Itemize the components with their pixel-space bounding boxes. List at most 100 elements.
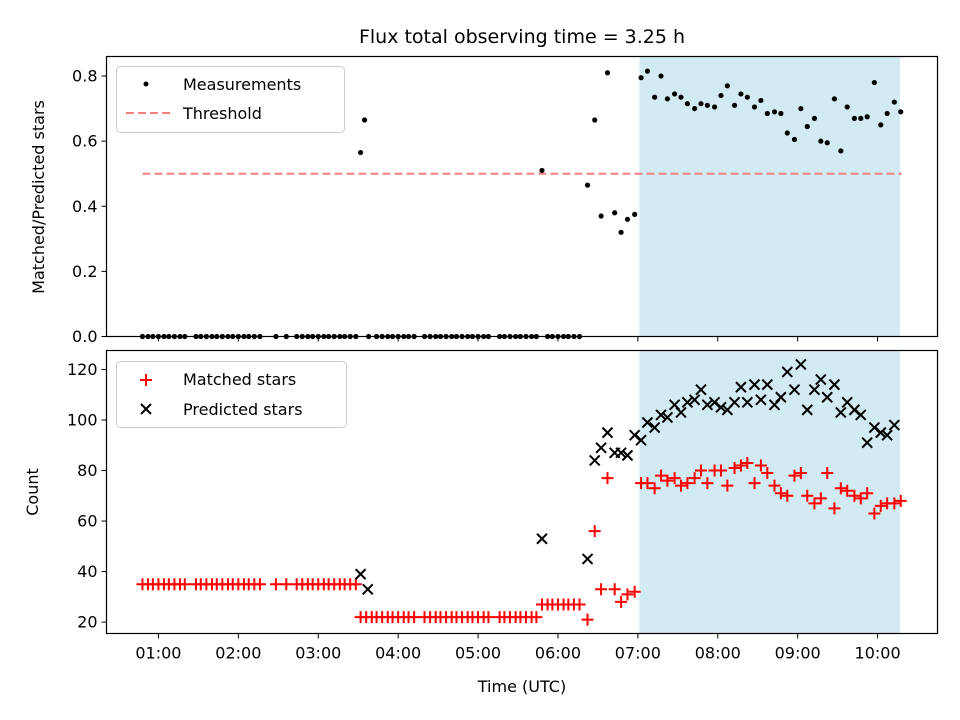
predicted-star-point xyxy=(354,568,367,580)
predicted-star-point xyxy=(748,378,761,391)
measurement-point xyxy=(811,115,818,121)
matched-star-point xyxy=(748,477,761,490)
matched-star-point xyxy=(694,464,707,477)
x-tick-label: 09:00 xyxy=(775,644,821,663)
bottom-legend: Matched stars Predicted stars xyxy=(116,361,347,428)
x-tick-label: 04:00 xyxy=(375,644,421,663)
top-legend: Measurements Threshold xyxy=(116,66,345,133)
matched-star-point xyxy=(573,598,586,611)
top-shaded-span xyxy=(639,56,900,337)
predicted-star-point xyxy=(661,411,674,424)
measurement-point xyxy=(731,102,738,108)
matched-star-point xyxy=(828,502,841,515)
matched-star-point xyxy=(821,467,834,480)
measurement-point xyxy=(539,167,545,174)
matched-star-point xyxy=(688,472,701,485)
matched-star-point xyxy=(482,611,495,624)
measurement-point xyxy=(638,75,644,81)
y-tick-label: 100 xyxy=(67,410,98,429)
top-plot-frame xyxy=(105,55,939,338)
measurement-point xyxy=(618,229,624,235)
measurement-point xyxy=(598,213,604,219)
predicted-star-point xyxy=(828,378,841,391)
matched-star-point xyxy=(754,459,767,472)
measurement-point xyxy=(831,96,838,102)
predicted-star-point xyxy=(536,533,548,545)
measurement-point xyxy=(684,101,691,107)
matched-star-point xyxy=(868,507,881,520)
measurement-point xyxy=(791,136,798,143)
y-tick-label: 0.2 xyxy=(72,262,97,281)
matched-star-point xyxy=(788,469,801,482)
measurement-point xyxy=(632,211,638,218)
measurement-point xyxy=(612,210,618,216)
matched-star-point xyxy=(854,492,867,505)
bottom-shaded-span xyxy=(639,350,900,634)
matched-star-point xyxy=(814,492,827,505)
measurement-point xyxy=(698,101,704,107)
measurement-point xyxy=(624,216,631,222)
predicted-star-point xyxy=(362,583,374,595)
predicted-star-point xyxy=(595,442,607,454)
matched-star-point xyxy=(861,487,874,500)
matched-star-point xyxy=(588,525,601,538)
x-tick-label: 10:00 xyxy=(855,644,901,663)
bottom-panel: 20 40 60 80 100 120 01:00 02:00 03:00 04:00 05:00… xyxy=(23,349,939,696)
y-tick-label: 0.0 xyxy=(72,327,97,346)
matched-star-point xyxy=(581,613,594,626)
predicted-star-point xyxy=(701,399,714,411)
top-ylabel: Matched/Predicted stars xyxy=(29,100,48,294)
matched-star-point xyxy=(841,484,854,497)
predicted-star-point xyxy=(741,396,754,409)
predicted-star-point xyxy=(788,383,801,396)
legend-label-measurements: Measurements xyxy=(183,75,301,94)
matched-star-point xyxy=(621,588,634,601)
x-tick-label: 05:00 xyxy=(455,644,501,663)
predicted-star-point xyxy=(815,373,827,386)
matched-star-point xyxy=(661,474,674,487)
predicted-star-point xyxy=(881,429,893,441)
matched-star-point xyxy=(595,583,608,596)
matched-star-point xyxy=(888,497,901,510)
x-tick-label: 01:00 xyxy=(135,644,181,663)
predicted-star-point xyxy=(755,394,767,406)
matched-star-point xyxy=(808,497,821,510)
measurement-point xyxy=(771,109,778,115)
measurement-point xyxy=(764,110,770,117)
matched-star-point xyxy=(834,482,847,495)
matched-star-point xyxy=(894,494,907,507)
measurement-point xyxy=(592,117,598,123)
y-tick-label: 0.6 xyxy=(72,132,97,151)
matched-star-point xyxy=(781,489,794,502)
measurement-point xyxy=(871,79,877,86)
measurement-point xyxy=(744,94,750,100)
measurement-point xyxy=(838,148,844,154)
predicted-star-point xyxy=(728,396,741,409)
x-tick-label: 02:00 xyxy=(215,644,261,663)
measurement-point xyxy=(891,99,897,105)
predicted-star-point xyxy=(615,447,627,459)
bottom-plot-frame xyxy=(105,349,939,635)
measurement-point xyxy=(798,105,804,112)
measurement-point xyxy=(584,182,591,188)
matched-star-point xyxy=(608,583,621,596)
matched-star-point xyxy=(601,472,614,485)
matched-star-point xyxy=(728,461,741,474)
matched-star-point xyxy=(628,585,641,598)
y-tick-label: 120 xyxy=(67,360,98,379)
y-tick-label: 80 xyxy=(77,461,97,480)
matched-star-point xyxy=(648,482,661,495)
measurement-point xyxy=(672,91,678,97)
predicted-star-point xyxy=(855,409,867,421)
matched-star-point xyxy=(774,487,787,500)
measurement-point xyxy=(724,83,730,89)
measurement-point xyxy=(851,115,858,121)
measurement-point xyxy=(898,109,904,115)
predicted-star-point xyxy=(888,419,901,431)
matched-star-point xyxy=(701,477,714,490)
matched-star-point xyxy=(408,611,421,624)
matched-star-point xyxy=(280,578,293,591)
x-tick-label: 07:00 xyxy=(615,644,661,663)
predicted-star-point xyxy=(821,391,833,403)
